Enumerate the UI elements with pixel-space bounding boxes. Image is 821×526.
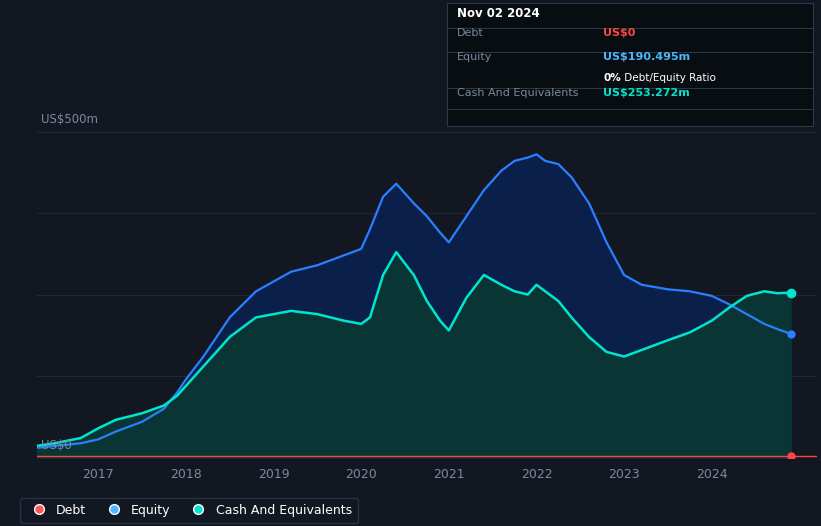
Text: Equity: Equity: [457, 52, 493, 62]
Text: 0%: 0%: [603, 73, 621, 83]
Text: US$500m: US$500m: [41, 113, 98, 126]
Text: US$0: US$0: [603, 28, 635, 38]
Text: US$190.495m: US$190.495m: [603, 52, 690, 62]
Text: Cash And Equivalents: Cash And Equivalents: [457, 88, 579, 98]
Text: Nov 02 2024: Nov 02 2024: [457, 7, 540, 20]
Text: Debt: Debt: [457, 28, 484, 38]
Legend: Debt, Equity, Cash And Equivalents: Debt, Equity, Cash And Equivalents: [20, 498, 358, 523]
Text: US$253.272m: US$253.272m: [603, 88, 690, 98]
Text: US$0: US$0: [41, 439, 71, 452]
Text: Debt/Equity Ratio: Debt/Equity Ratio: [621, 73, 717, 83]
